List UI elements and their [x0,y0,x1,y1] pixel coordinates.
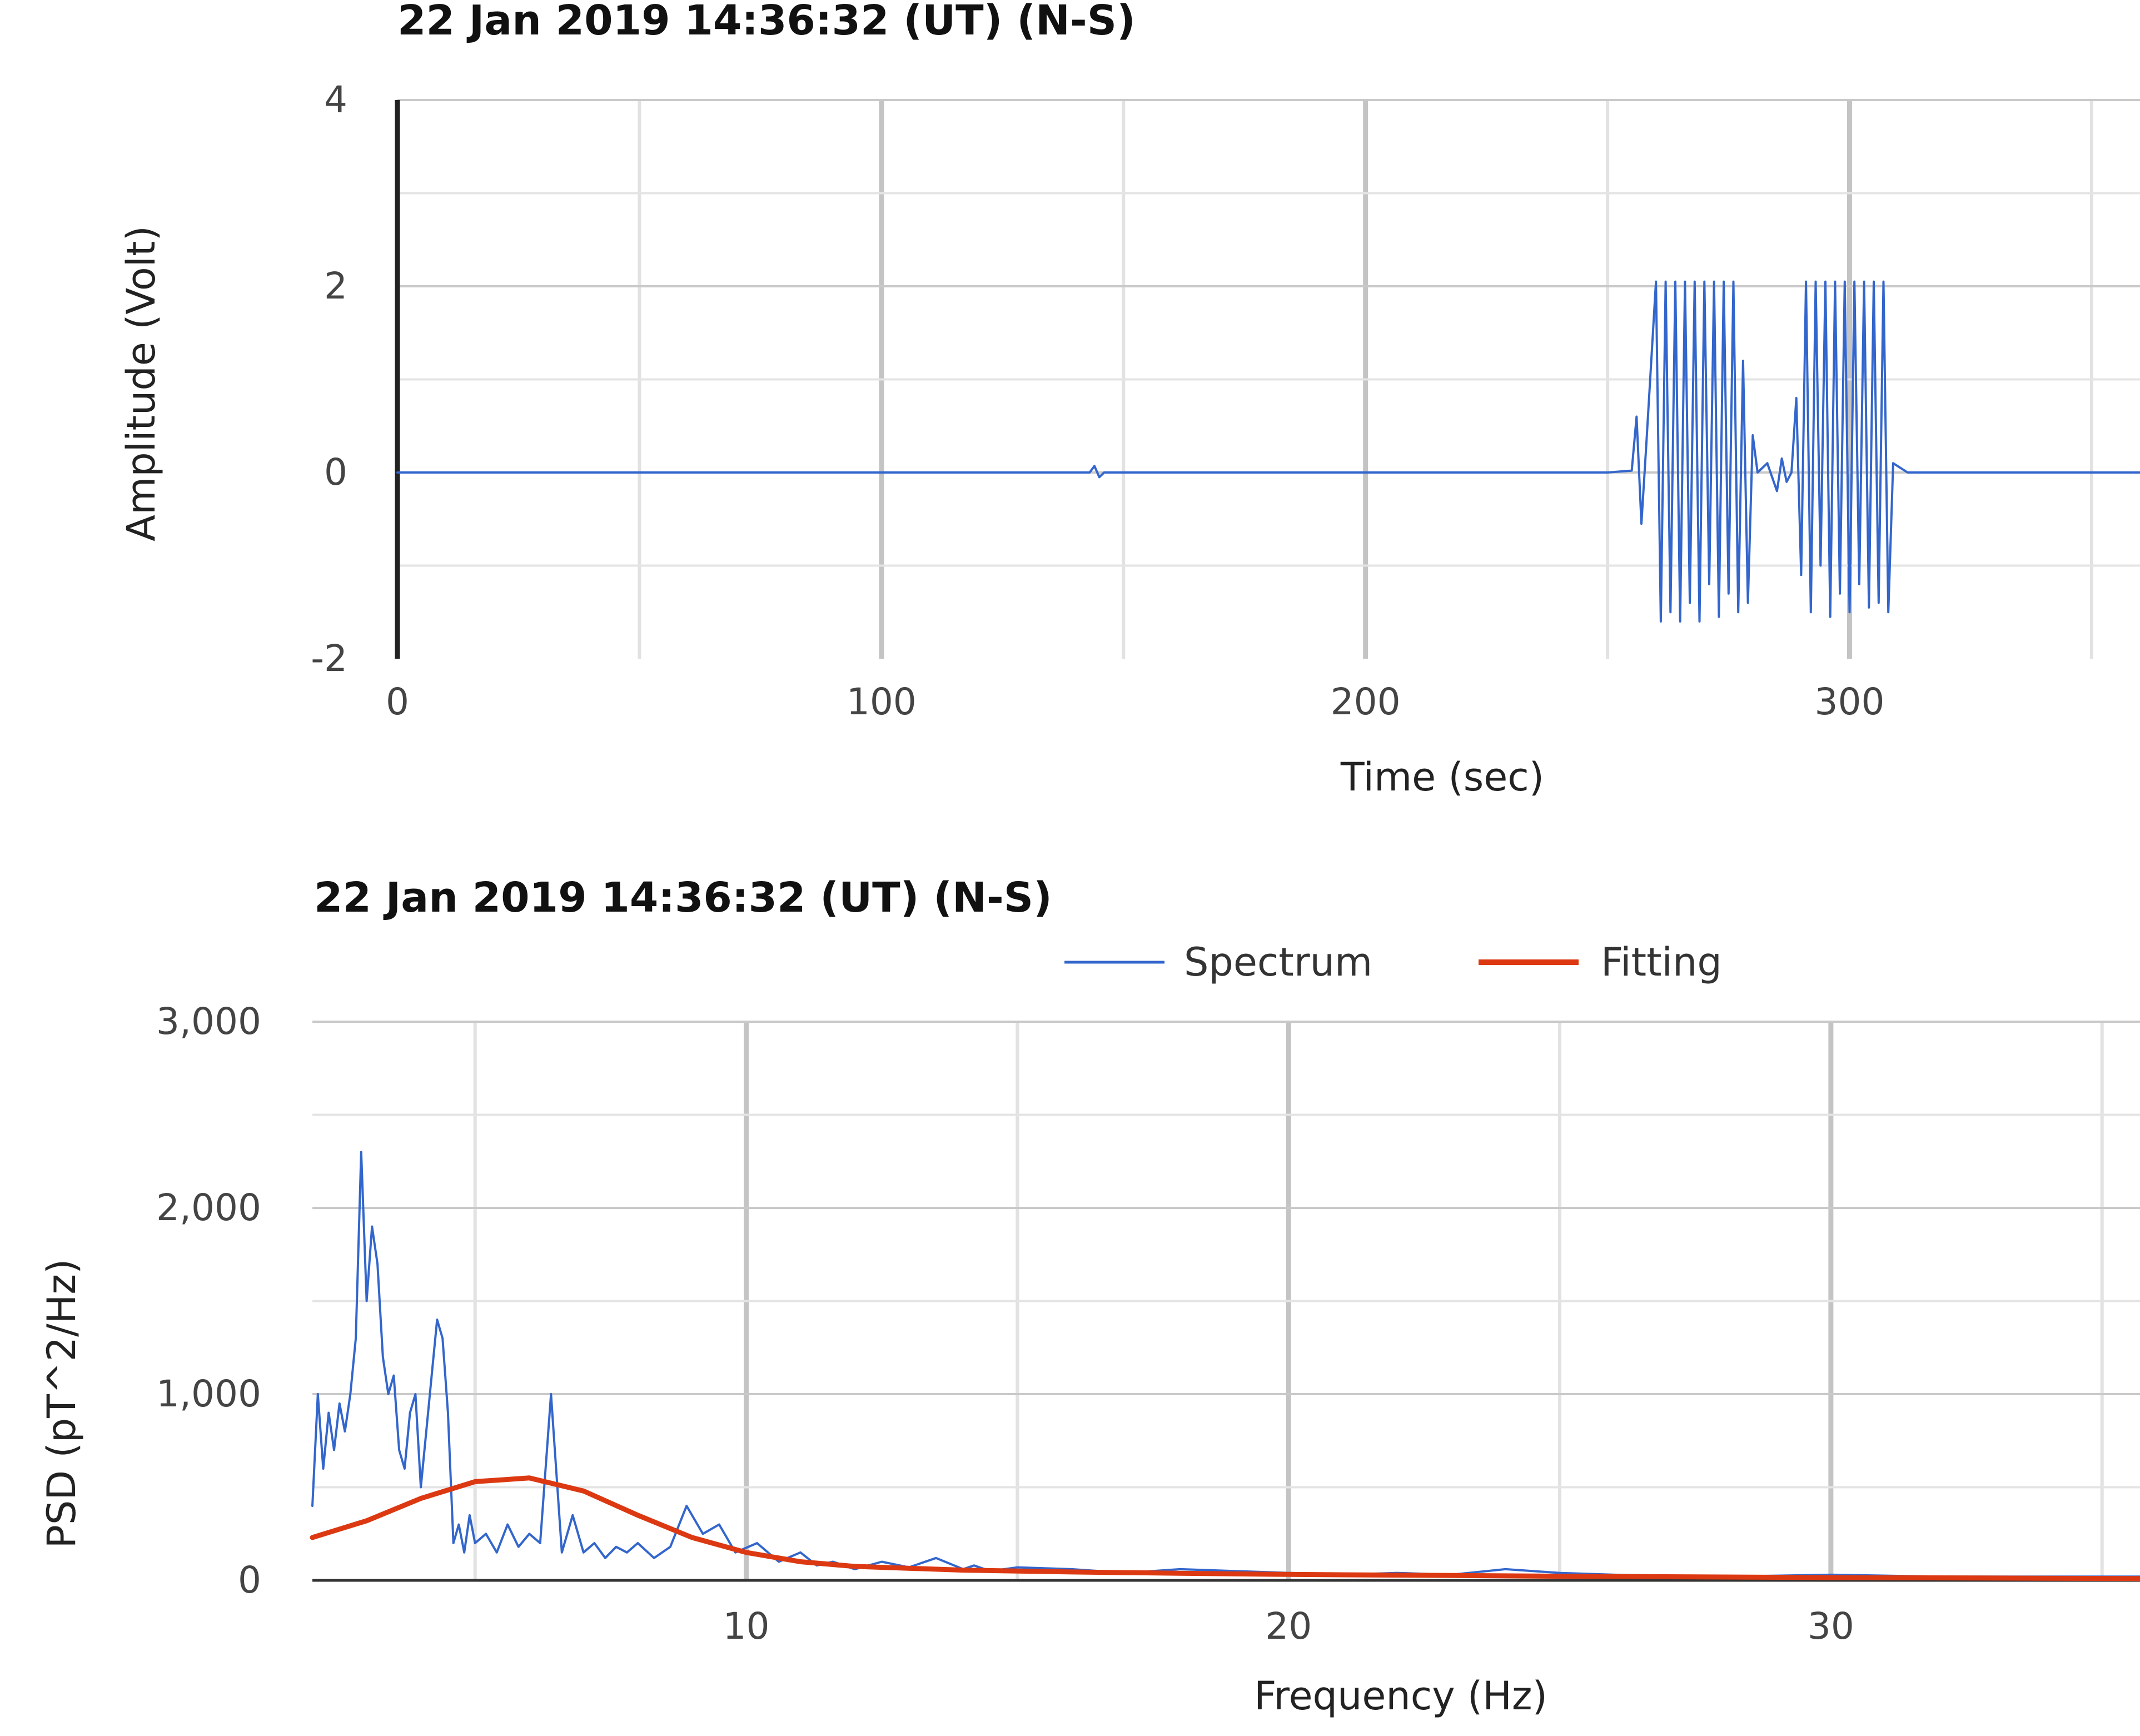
chart1-x-tick-label: 0 [386,680,409,723]
chart2-x-tick-labels: 10 20 30 [723,1605,1854,1648]
chart1-y-tick-label: 4 [324,78,347,121]
chart2-x-axis-label: Frequency (Hz) [1254,1673,1547,1719]
chart2-grid [312,1021,2140,1581]
chart1-title: 22 Jan 2019 14:36:32 (UT) (N-S) [397,0,1136,44]
time-series-chart: 22 Jan 2019 14:36:32 (UT) (N-S) -2 0 2 4 0 1… [118,0,2140,800]
chart2-y-axis-label: PSD (pT^2/Hz) [39,1259,84,1549]
chart1-x-tick-label: 200 [1331,680,1401,723]
chart2-y-tick-label: 0 [238,1559,261,1601]
chart1-y-tick-labels: -2 0 2 4 [311,78,347,680]
fitting-line [310,1475,2140,1581]
chart1-y-axis-label: Amplitude (Volt) [118,226,164,541]
chart2-title: 22 Jan 2019 14:36:32 (UT) (N-S) [314,874,1052,922]
chart2-x-tick-label: 30 [1808,1605,1854,1648]
spectrum-line [311,1151,2140,1578]
chart1-y-tick-label: 2 [324,265,347,307]
chart1-grid [395,99,2140,659]
chart2-legend: Spectrum Fitting [1064,939,1722,985]
chart1-y-tick-label: -2 [311,637,347,680]
chart1-series-0-line [396,280,2140,623]
chart1-x-tick-label: 300 [1815,680,1885,723]
chart2-y-tick-label: 1,000 [156,1372,261,1415]
chart1-y-tick-label: 0 [324,451,347,494]
chart1-series [396,280,2140,623]
legend-spectrum-label: Spectrum [1184,939,1372,985]
spectrum-chart: 22 Jan 2019 14:36:32 (UT) (N-S) Spectrum… [39,874,2140,1719]
chart2-x-tick-label: 20 [1265,1605,1312,1648]
chart2-y-tick-label: 2,000 [156,1186,261,1229]
chart1-x-tick-labels: 0 100 200 300 [386,680,1884,723]
chart1-x-tick-label: 100 [847,680,917,723]
chart2-y-tick-labels: 0 1,000 2,000 3,000 [156,1000,261,1601]
chart1-x-axis-label: Time (sec) [1340,754,1544,800]
chart2-x-tick-label: 10 [723,1605,770,1648]
legend-fitting-label: Fitting [1601,939,1722,985]
chart2-series [310,1151,2140,1581]
chart2-y-tick-label: 3,000 [156,1000,261,1043]
